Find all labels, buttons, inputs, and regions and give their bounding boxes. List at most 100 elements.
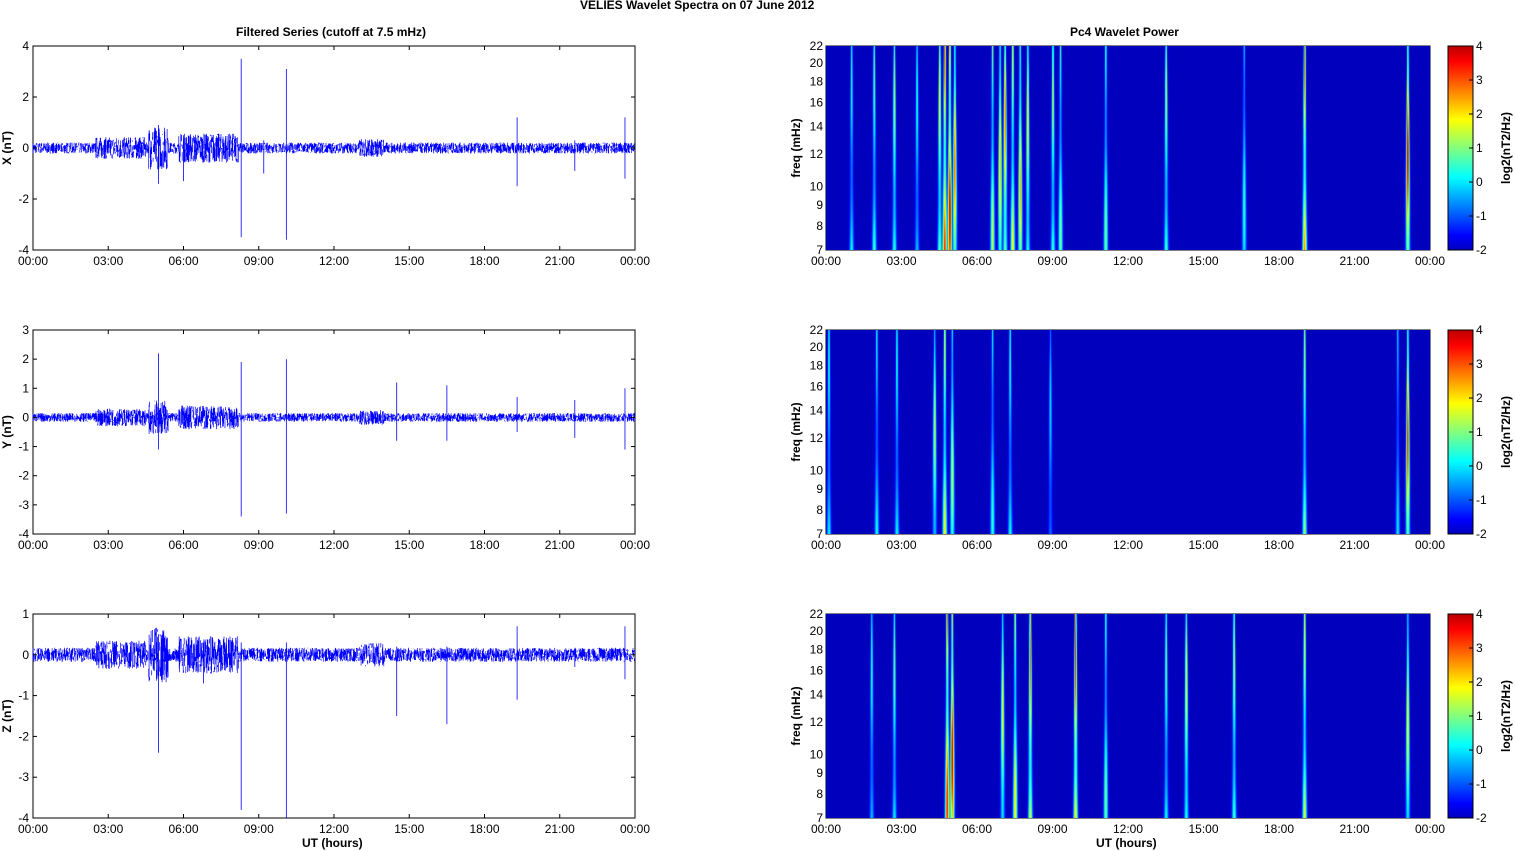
colorbar-cell xyxy=(1448,369,1473,371)
colorbar-cell xyxy=(1448,47,1473,49)
colorbar-cell xyxy=(1448,192,1473,194)
colorbar-cell xyxy=(1448,248,1473,250)
colorbar-cell xyxy=(1448,383,1473,385)
colorbar-cell xyxy=(1448,380,1473,382)
y-plot-area xyxy=(32,329,636,535)
colorbar-cell xyxy=(1448,214,1473,216)
x-tick-label: 12:00 xyxy=(319,538,349,552)
colorbar-cell xyxy=(1448,208,1473,210)
colorbar-cell xyxy=(1448,495,1473,497)
colorbar-cell xyxy=(1448,500,1473,502)
colorbar-cell xyxy=(1448,700,1473,702)
colorbar-cell xyxy=(1448,453,1473,455)
colorbar-cell xyxy=(1448,56,1473,58)
colorbar-cell xyxy=(1448,812,1473,814)
colorbar-cell xyxy=(1448,669,1473,671)
colorbar-cell xyxy=(1448,619,1473,621)
colorbar-cell xyxy=(1448,761,1473,763)
colorbar-cell xyxy=(1448,139,1473,141)
colorbar-cell xyxy=(1448,622,1473,624)
freq-tick-label: 22 xyxy=(810,607,824,621)
colorbar-cell xyxy=(1448,784,1473,786)
colorbar-cell xyxy=(1448,363,1473,365)
freq-tick-label: 16 xyxy=(810,664,824,678)
colorbar-cell xyxy=(1448,112,1473,114)
colorbar-cell xyxy=(1448,806,1473,808)
colorbar-cell xyxy=(1448,671,1473,673)
colorbar-cell xyxy=(1448,46,1473,48)
colorbar-cell xyxy=(1448,161,1473,163)
colorbar-cell xyxy=(1448,132,1473,134)
colorbar-cell xyxy=(1448,717,1473,719)
freq-tick-label: 12 xyxy=(810,715,824,729)
colorbar-cell xyxy=(1448,79,1473,81)
colorbar-cell xyxy=(1448,87,1473,89)
colorbar-cell xyxy=(1448,650,1473,652)
colorbar-cell xyxy=(1448,679,1473,681)
colorbar-cell xyxy=(1448,657,1473,659)
colorbar-cell xyxy=(1448,507,1473,509)
freq-tick-label: 18 xyxy=(810,75,824,89)
colorbar-cell xyxy=(1448,618,1473,620)
colorbar-cell xyxy=(1448,759,1473,761)
colorbar-cell xyxy=(1448,429,1473,431)
x-tick-label: 15:00 xyxy=(394,254,424,268)
colorbar-cell xyxy=(1448,101,1473,103)
colorbar-cell xyxy=(1448,168,1473,170)
colorbar-cell xyxy=(1448,767,1473,769)
colorbar-cell xyxy=(1448,810,1473,812)
colorbar-cell xyxy=(1448,788,1473,790)
colorbar-cell xyxy=(1448,615,1473,617)
colorbar-cell xyxy=(1448,384,1473,386)
colorbar-cell xyxy=(1448,804,1473,806)
colorbar-cell xyxy=(1448,81,1473,83)
colorbar-cell xyxy=(1448,239,1473,241)
freq-tick-label: 12 xyxy=(810,431,824,445)
colorbar-cell xyxy=(1448,793,1473,795)
colorbar-cell xyxy=(1448,156,1473,158)
colorbar-cell xyxy=(1448,796,1473,798)
colorbar-cell xyxy=(1448,339,1473,341)
colorbar-cell xyxy=(1448,223,1473,225)
x-tick-label: 03:00 xyxy=(886,822,916,836)
colorbar-cell xyxy=(1448,376,1473,378)
colorbar-cell xyxy=(1448,478,1473,480)
colorbar-cell xyxy=(1448,123,1473,125)
colorbar-cell xyxy=(1448,181,1473,183)
colorbar-cell xyxy=(1448,740,1473,742)
colorbar-cell xyxy=(1448,656,1473,658)
colorbar-cell xyxy=(1448,431,1473,433)
colorbar-cell xyxy=(1448,764,1473,766)
x-tick-label: 21:00 xyxy=(1339,254,1369,268)
colorbar-cell xyxy=(1448,633,1473,635)
colorbar-cell xyxy=(1448,729,1473,731)
colorbar-cell xyxy=(1448,93,1473,95)
colorbar-cell xyxy=(1448,629,1473,631)
colorbar-tick-label: -1 xyxy=(1476,777,1487,791)
colorbar-cell xyxy=(1448,372,1473,374)
colorbar-cell xyxy=(1448,152,1473,154)
x-tick-label: 21:00 xyxy=(545,822,575,836)
colorbar-cell xyxy=(1448,95,1473,97)
colorbar-cell xyxy=(1448,468,1473,470)
colorbar-cell xyxy=(1448,51,1473,53)
freq-tick-label: 8 xyxy=(816,787,823,801)
colorbar-tick-label: -2 xyxy=(1476,527,1487,541)
colorbar-cell xyxy=(1448,107,1473,109)
colorbar-cell xyxy=(1448,732,1473,734)
colorbar-cell xyxy=(1448,621,1473,623)
colorbar-cell xyxy=(1448,686,1473,688)
colorbar-cell xyxy=(1448,813,1473,815)
colorbar-cell xyxy=(1448,739,1473,741)
colorbar-cell xyxy=(1448,109,1473,111)
colorbar-cell xyxy=(1448,734,1473,736)
colorbar-cell xyxy=(1448,781,1473,783)
colorbar-cell xyxy=(1448,348,1473,350)
colorbar-cell xyxy=(1448,232,1473,234)
colorbar-cell xyxy=(1448,441,1473,443)
colorbar-cell xyxy=(1448,197,1473,199)
x-tick-label: 00:00 xyxy=(18,822,48,836)
colorbar-cell xyxy=(1448,697,1473,699)
colorbar-cell xyxy=(1448,84,1473,86)
colorbar-cell xyxy=(1448,390,1473,392)
